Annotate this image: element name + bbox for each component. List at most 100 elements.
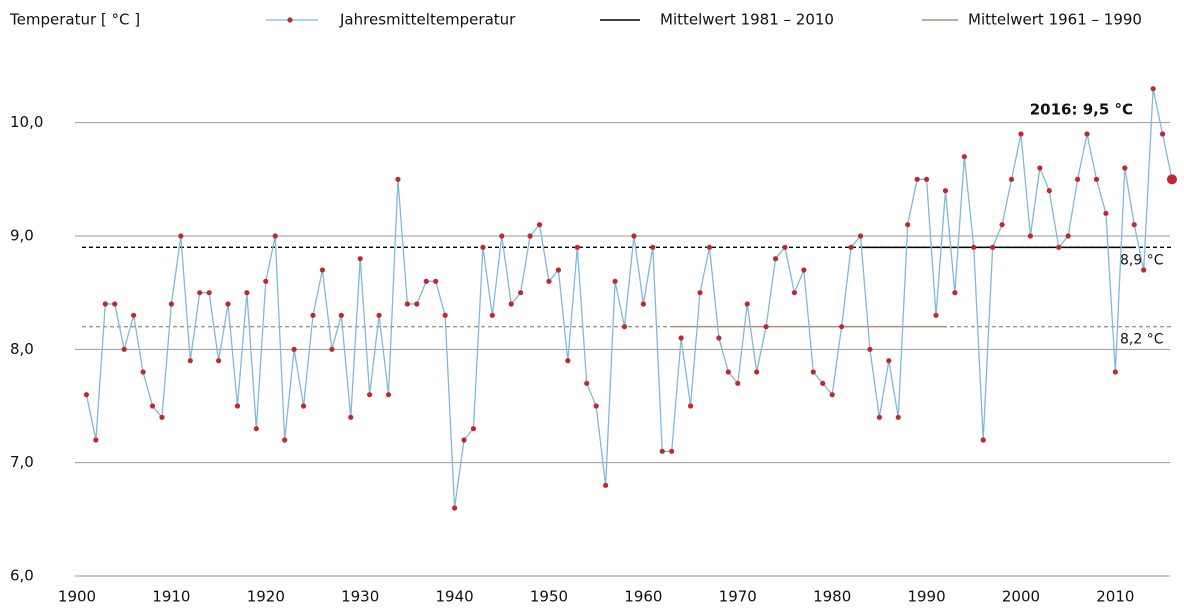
data-point bbox=[518, 290, 524, 296]
legend-label: Jahresmitteltemperatur bbox=[339, 11, 516, 29]
x-tick-label: 1950 bbox=[530, 588, 568, 606]
y-tick-label: 9,0 bbox=[10, 227, 34, 245]
data-point bbox=[725, 369, 731, 375]
data-point bbox=[215, 358, 222, 364]
data-point bbox=[423, 278, 429, 284]
data-point bbox=[754, 369, 760, 375]
data-point bbox=[244, 290, 250, 296]
x-tick-label: 1920 bbox=[247, 588, 285, 606]
data-point bbox=[499, 233, 505, 239]
data-point bbox=[640, 301, 646, 307]
data-point bbox=[952, 290, 958, 296]
data-point bbox=[527, 233, 533, 239]
x-tick-label: 1960 bbox=[624, 588, 662, 606]
data-point bbox=[999, 222, 1005, 228]
x-tick-label: 1900 bbox=[58, 588, 96, 606]
data-point bbox=[1018, 131, 1024, 137]
data-point bbox=[348, 414, 354, 420]
data-point bbox=[159, 414, 165, 420]
data-point bbox=[791, 290, 798, 296]
data-point bbox=[555, 267, 562, 273]
data-point bbox=[93, 437, 99, 443]
data-point bbox=[1103, 210, 1109, 216]
data-point bbox=[1159, 131, 1166, 137]
data-point bbox=[876, 414, 882, 420]
data-point bbox=[612, 278, 618, 284]
y-tick-label: 6,0 bbox=[10, 567, 34, 585]
data-point bbox=[263, 278, 269, 284]
data-point bbox=[678, 335, 684, 341]
annotation: 2016: 9,5 °C bbox=[1030, 101, 1133, 119]
data-point bbox=[687, 403, 694, 409]
data-point bbox=[461, 437, 467, 443]
legend-label: Mittelwert 1981 – 2010 bbox=[660, 11, 834, 29]
data-point bbox=[291, 346, 297, 352]
data-point bbox=[933, 312, 939, 318]
data-point bbox=[197, 290, 203, 296]
data-point bbox=[659, 448, 665, 454]
x-tick-label: 1970 bbox=[719, 588, 757, 606]
data-point bbox=[593, 403, 599, 409]
data-point bbox=[905, 222, 911, 228]
y-tick-label: 7,0 bbox=[10, 453, 34, 471]
data-point bbox=[782, 244, 788, 250]
data-point bbox=[839, 324, 845, 330]
data-line bbox=[85, 88, 1173, 509]
data-point bbox=[706, 244, 713, 250]
data-point bbox=[1141, 267, 1147, 273]
data-point bbox=[272, 233, 278, 239]
data-point bbox=[376, 312, 382, 318]
data-point bbox=[1065, 233, 1071, 239]
data-point bbox=[1037, 165, 1043, 171]
x-tick-label: 1980 bbox=[813, 588, 851, 606]
data-point bbox=[433, 278, 439, 284]
data-point bbox=[621, 324, 628, 330]
data-point bbox=[735, 380, 741, 386]
data-point bbox=[820, 380, 826, 386]
data-point bbox=[140, 369, 146, 375]
data-point bbox=[282, 437, 288, 443]
data-point bbox=[470, 426, 477, 432]
y-axis-title: Temperatur [ °C ] bbox=[9, 11, 140, 29]
data-point bbox=[1093, 176, 1100, 182]
data-point bbox=[772, 256, 779, 262]
data-point bbox=[1008, 176, 1015, 182]
data-point bbox=[650, 244, 656, 250]
data-point bbox=[404, 301, 410, 307]
data-point bbox=[1084, 131, 1090, 137]
data-point bbox=[584, 380, 590, 386]
data-point bbox=[1056, 244, 1062, 250]
data-point bbox=[178, 233, 184, 239]
data-point bbox=[187, 358, 193, 364]
data-point bbox=[857, 233, 864, 239]
data-point bbox=[867, 346, 873, 352]
data-point bbox=[1122, 165, 1128, 171]
data-point bbox=[442, 312, 448, 318]
data-point bbox=[112, 301, 118, 307]
data-point bbox=[1112, 369, 1118, 375]
data-point bbox=[206, 290, 212, 296]
data-point bbox=[886, 358, 892, 364]
data-point bbox=[744, 301, 750, 307]
data-point bbox=[980, 437, 986, 443]
data-point bbox=[168, 301, 174, 307]
data-point bbox=[971, 244, 977, 250]
data-point bbox=[414, 301, 420, 307]
data-point bbox=[225, 301, 231, 307]
data-point bbox=[480, 244, 486, 250]
x-tick-label: 2010 bbox=[1096, 588, 1134, 606]
data-point bbox=[1027, 233, 1034, 239]
data-point bbox=[961, 154, 967, 160]
data-point bbox=[1075, 176, 1081, 182]
data-point bbox=[942, 188, 949, 194]
data-point bbox=[536, 222, 543, 228]
y-tick-label: 10,0 bbox=[10, 113, 43, 131]
data-point bbox=[102, 301, 108, 307]
data-point bbox=[83, 392, 90, 398]
data-point bbox=[357, 256, 363, 262]
reference-value-label: 8,2 °C bbox=[1120, 332, 1164, 348]
data-point bbox=[121, 346, 127, 352]
data-point bbox=[565, 358, 571, 364]
data-point bbox=[508, 301, 514, 307]
